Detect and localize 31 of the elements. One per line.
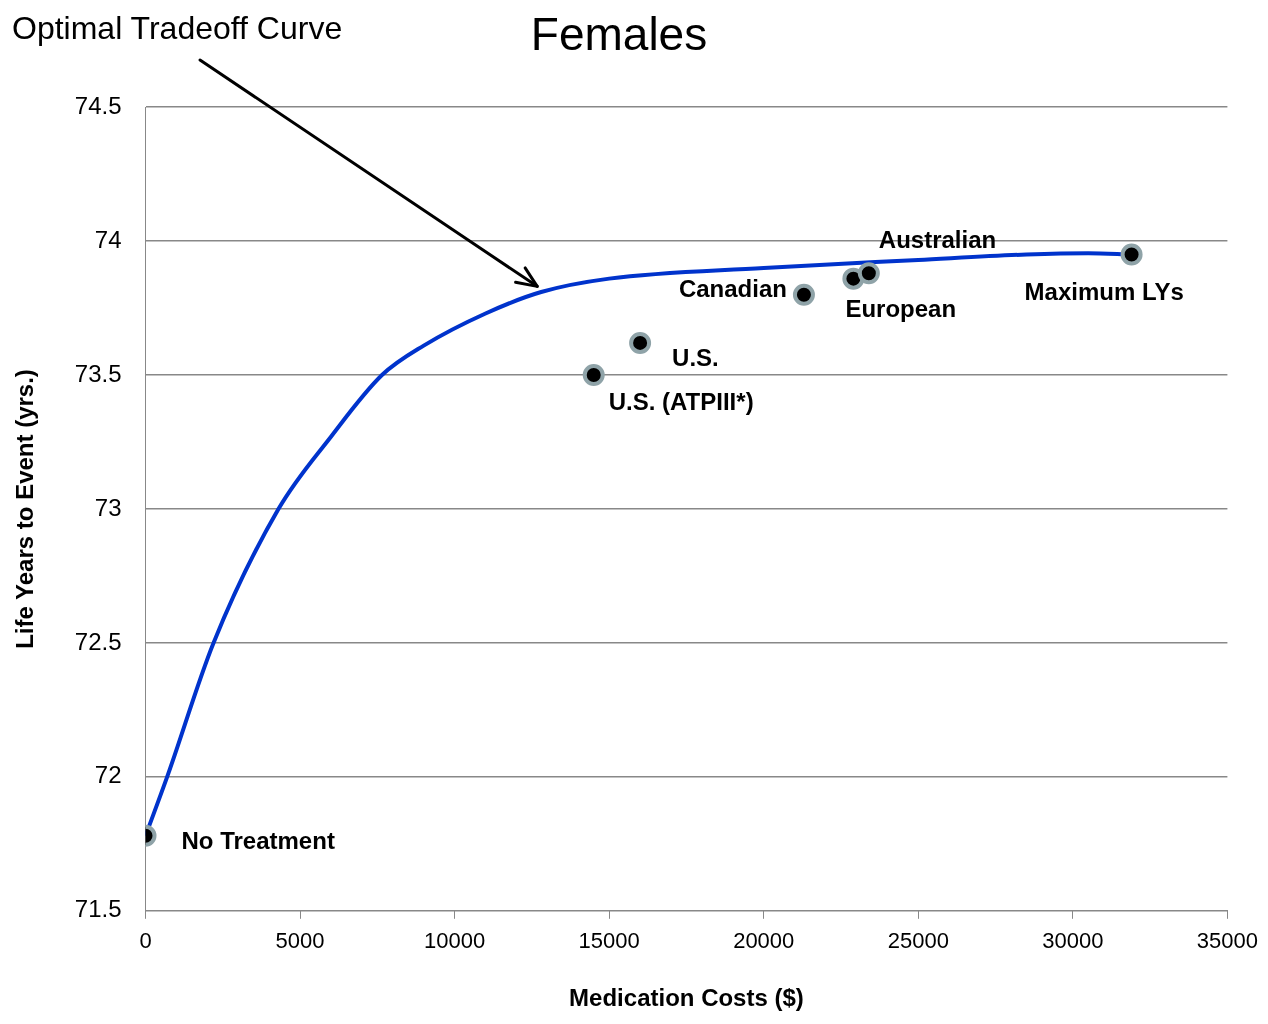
chart-title: Females: [530, 8, 708, 61]
annotation: Maximum LYs: [1024, 278, 1184, 306]
x-tick-label: 35000: [1196, 928, 1259, 954]
x-tick-label: 5000: [275, 928, 325, 954]
y-tick-label: 73: [94, 493, 122, 521]
point: [629, 331, 652, 354]
annotation: U.S.: [672, 343, 719, 371]
annotation: Australian: [878, 225, 997, 253]
annotation: European: [845, 295, 957, 323]
y-tick-label: 74.5: [74, 91, 122, 119]
y-tick-label: 71.5: [74, 895, 122, 923]
y-tick-label: 74: [94, 225, 122, 253]
x-axis-title: Medication Costs ($): [569, 984, 804, 1012]
x-tick-label: 0: [139, 928, 152, 954]
annotation: Canadian: [678, 275, 787, 303]
annotation: No Treatment: [181, 827, 335, 855]
point: [792, 283, 815, 306]
y-tick-label: 72.5: [74, 627, 122, 655]
x-tick-label: 10000: [424, 928, 486, 954]
x-tick-label: 15000: [578, 928, 640, 954]
annotation: U.S. (ATPIII*): [608, 387, 754, 415]
x-tick-label: 20000: [733, 928, 795, 954]
point: [582, 364, 605, 387]
x-tick-label: 30000: [1042, 928, 1104, 954]
y-tick-label: 73.5: [74, 359, 122, 387]
annotation: Optimal Tradeoff Curve: [12, 9, 343, 46]
x-tick-label: 25000: [887, 928, 949, 954]
y-tick-label: 72: [94, 761, 122, 789]
point: [1120, 243, 1143, 266]
point: [857, 262, 880, 285]
y-axis-title: Life Years to Event (yrs.): [11, 369, 39, 649]
